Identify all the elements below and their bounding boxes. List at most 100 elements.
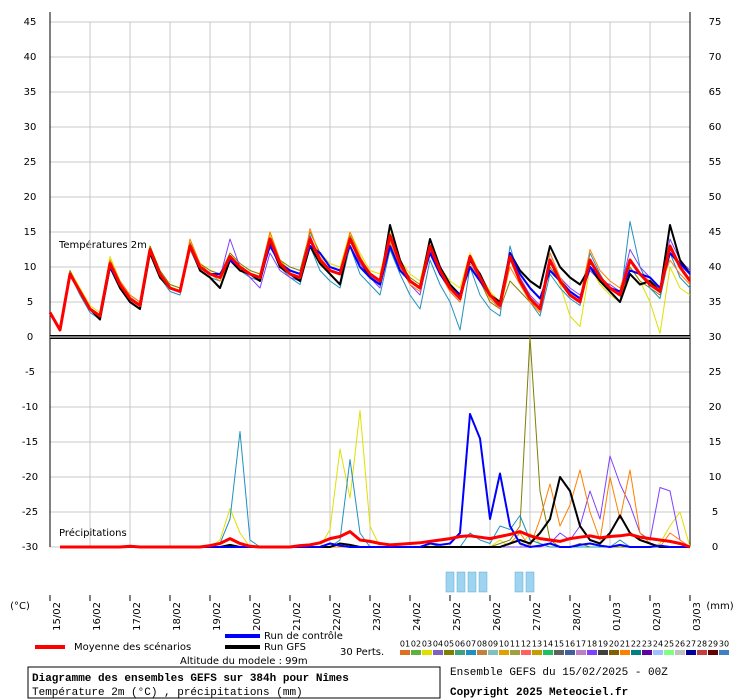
legend-member-swatch bbox=[565, 650, 575, 655]
legend-member-label: 23 bbox=[642, 640, 652, 649]
x-tick-label: 01/03 bbox=[612, 602, 623, 631]
x-tick-label: 03/03 bbox=[692, 602, 703, 631]
legend-member-swatch bbox=[719, 650, 729, 655]
legend-member-label: 19 bbox=[598, 640, 608, 649]
precip-line bbox=[60, 530, 691, 549]
x-tick-label: 23/02 bbox=[372, 602, 383, 631]
legend-member-label: 27 bbox=[686, 640, 696, 649]
legend-label: Run GFS bbox=[264, 642, 306, 653]
legend-member-swatch bbox=[488, 650, 498, 655]
legend-member-label: 05 bbox=[444, 640, 454, 649]
legend-member-label: 06 bbox=[455, 640, 465, 649]
x-tick-label: 24/02 bbox=[412, 602, 423, 631]
legend-member-swatch bbox=[675, 650, 685, 655]
legend-member-swatch bbox=[587, 650, 597, 655]
legend-member-swatch bbox=[554, 650, 564, 655]
legend-member-swatch bbox=[653, 650, 663, 655]
legend-member-label: 30 bbox=[719, 640, 729, 649]
y2-tick-label: 70 bbox=[709, 52, 722, 63]
legend-member-label: 20 bbox=[609, 640, 619, 649]
legend-member-swatch bbox=[697, 650, 707, 655]
y2-tick-label: 55 bbox=[709, 157, 722, 168]
legend-member-swatch bbox=[576, 650, 586, 655]
y2-tick-label: 65 bbox=[709, 87, 722, 98]
legend-member-label: 15 bbox=[554, 640, 564, 649]
y2-tick-label: 25 bbox=[709, 367, 722, 378]
annotation: Précipitations bbox=[59, 527, 127, 539]
y-tick-label: 20 bbox=[24, 192, 37, 203]
legend-member-label: 22 bbox=[631, 640, 641, 649]
legend-member-swatch bbox=[631, 650, 641, 655]
y-tick-label: 10 bbox=[24, 262, 37, 273]
legend-member-label: 28 bbox=[697, 640, 707, 649]
legend-label: Run de contrôle bbox=[264, 630, 343, 642]
legend-member-swatch bbox=[521, 650, 531, 655]
legend-member-swatch bbox=[444, 650, 454, 655]
y-tick-label: 15 bbox=[24, 227, 37, 238]
legend-member-swatch bbox=[477, 650, 487, 655]
snow-icon bbox=[478, 571, 488, 593]
legend-member-label: 25 bbox=[664, 640, 674, 649]
y-axis-label: (°C) bbox=[10, 601, 30, 612]
legend-member-label: 02 bbox=[411, 640, 421, 649]
y-tick-label: 5 bbox=[27, 297, 33, 308]
y2-tick-label: 30 bbox=[709, 332, 722, 343]
snow-icon bbox=[445, 571, 455, 593]
legend-member-label: 26 bbox=[675, 640, 685, 649]
snow-icons bbox=[445, 571, 535, 593]
legend-member-swatch bbox=[510, 650, 520, 655]
x-tick-label: 15/02 bbox=[52, 602, 63, 631]
legend-member-swatch bbox=[664, 650, 674, 655]
y-tick-label: 40 bbox=[24, 52, 37, 63]
chart-subtitle: Température 2m (°C) , précipitations (mm… bbox=[32, 687, 303, 699]
legend-member-label: 21 bbox=[620, 640, 630, 649]
y2-tick-label: 15 bbox=[709, 437, 722, 448]
y-tick-label: 45 bbox=[24, 17, 37, 28]
snow-icon bbox=[525, 571, 535, 593]
temp-line bbox=[48, 234, 692, 332]
snow-icon bbox=[467, 571, 477, 593]
y2-tick-label: 5 bbox=[712, 507, 718, 518]
x-tick-label: 17/02 bbox=[132, 602, 143, 631]
legend-member-swatch bbox=[499, 650, 509, 655]
y2-tick-label: 40 bbox=[709, 262, 722, 273]
legend-member-label: 04 bbox=[433, 640, 443, 649]
x-tick-label: 20/02 bbox=[252, 602, 263, 631]
legend-member-label: 07 bbox=[466, 640, 476, 649]
legend-member-label: 29 bbox=[708, 640, 718, 649]
x-tick-label: 19/02 bbox=[212, 602, 223, 631]
legend-member-label: 03 bbox=[422, 640, 432, 649]
legend-member-swatch bbox=[455, 650, 465, 655]
y2-tick-label: 10 bbox=[709, 472, 722, 483]
y-tick-label: 25 bbox=[24, 157, 37, 168]
legend-member-label: 11 bbox=[510, 640, 520, 649]
legend-member-swatch bbox=[620, 650, 630, 655]
chart-title: Diagramme des ensembles GEFS sur 384h po… bbox=[32, 673, 349, 685]
x-tick-label: 28/02 bbox=[572, 602, 583, 631]
legend-label: Moyenne des scénarios bbox=[74, 641, 191, 653]
legend-member-label: 10 bbox=[499, 640, 509, 649]
legend-member-label: 01 bbox=[400, 640, 410, 649]
members-label: 30 Perts. bbox=[340, 647, 384, 658]
copyright: Copyright 2025 Meteociel.fr bbox=[450, 687, 628, 699]
y-tick-label: -20 bbox=[22, 472, 38, 483]
y-tick-label: -15 bbox=[22, 437, 38, 448]
y2-tick-label: 45 bbox=[709, 227, 722, 238]
legend-member-swatch bbox=[400, 650, 410, 655]
y2-tick-label: 35 bbox=[709, 297, 722, 308]
legend-member-swatch bbox=[466, 650, 476, 655]
y2-tick-label: 20 bbox=[709, 402, 722, 413]
y2-tick-label: 50 bbox=[709, 192, 722, 203]
x-tick-label: 02/03 bbox=[652, 602, 663, 631]
legend-member-label: 13 bbox=[532, 640, 542, 649]
y2-tick-label: 0 bbox=[712, 542, 718, 553]
x-tick-label: 18/02 bbox=[172, 602, 183, 631]
altitude: Altitude du modele : 99m bbox=[180, 656, 308, 667]
x-tick-label: 22/02 bbox=[332, 602, 343, 631]
legend-member-label: 12 bbox=[521, 640, 531, 649]
y-tick-label: -10 bbox=[22, 402, 38, 413]
y-tick-label: -25 bbox=[22, 507, 38, 518]
y-tick-label: -5 bbox=[25, 367, 35, 378]
legend-member-label: 16 bbox=[565, 640, 575, 649]
